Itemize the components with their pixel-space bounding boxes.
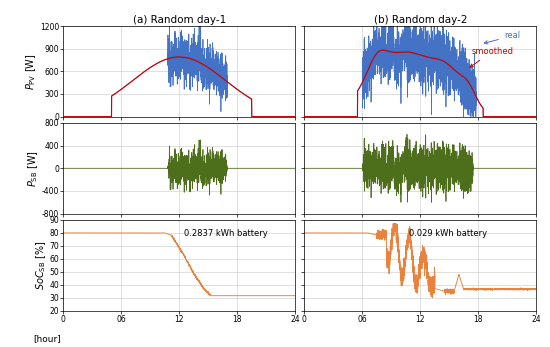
Text: 0.2837 kWh battery: 0.2837 kWh battery [184, 229, 267, 238]
Y-axis label: $P_\mathrm{SB}$ [W]: $P_\mathrm{SB}$ [W] [26, 150, 40, 187]
Text: [hour]: [hour] [33, 335, 60, 344]
Title: (b) Random day-2: (b) Random day-2 [373, 15, 467, 25]
Y-axis label: $SoC_\mathrm{SB}$ [%]: $SoC_\mathrm{SB}$ [%] [34, 240, 48, 290]
Y-axis label: $P_\mathrm{PV}$ [W]: $P_\mathrm{PV}$ [W] [25, 53, 39, 90]
Title: (a) Random day-1: (a) Random day-1 [133, 15, 226, 25]
Text: smoothed: smoothed [470, 47, 513, 67]
Text: real: real [485, 32, 520, 44]
Text: 0.029 kWh battery: 0.029 kWh battery [409, 229, 487, 238]
